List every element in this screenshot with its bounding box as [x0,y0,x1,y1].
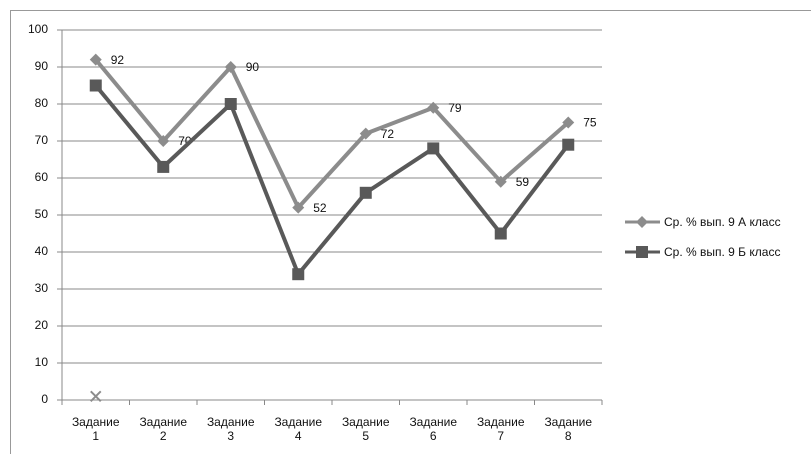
x-tick-label: Задание 3 [206,415,255,443]
y-tick-label: 100 [28,22,48,36]
data-label: 72 [381,127,395,141]
x-tick-label: Задание 2 [139,415,188,443]
marker [494,175,507,188]
x-tick-label: Задание 1 [71,415,120,443]
data-label: 59 [516,175,530,189]
y-tick-label: 10 [35,355,49,369]
marker [157,160,170,173]
y-tick-label: 80 [35,96,49,110]
data-label: 79 [448,101,462,115]
x-tick-label: Задание 5 [341,415,390,443]
legend-label: Ср. % вып. 9 А класс [664,215,781,229]
marker [359,186,372,199]
y-tick-label: 90 [35,59,49,73]
marker [89,79,102,92]
marker [224,61,237,73]
y-tick-label: 20 [35,318,49,332]
series-line [94,58,570,210]
marker [427,142,440,155]
y-tick-label: 70 [35,133,49,147]
data-label: 52 [313,201,327,215]
marker [494,227,507,240]
y-tick-label: 30 [35,281,49,295]
data-label: 92 [111,53,125,67]
marker [562,138,575,151]
marker [89,53,102,66]
marker [292,201,305,214]
marker [636,216,648,228]
marker [636,246,648,258]
data-label: 90 [246,60,260,74]
y-tick-label: 60 [35,170,49,184]
marker [224,98,237,110]
marker [562,116,575,129]
data-label: 75 [583,116,597,130]
y-tick-label: 40 [35,244,49,258]
series-line [94,84,570,277]
y-tick-label: 0 [41,392,48,406]
x-tick-label: Задание 4 [274,415,323,443]
marker [157,135,170,147]
y-tick-label: 50 [35,207,49,221]
marker [359,127,372,140]
x-tick-label: Задание 6 [409,415,458,443]
legend-label: Ср. % вып. 9 Б класс [664,245,780,259]
x-tick-label: Задание 7 [476,415,525,443]
marker [292,268,305,281]
chart-border [10,10,811,454]
marker [427,101,440,114]
x-tick-label: Задание 8 [544,415,593,443]
marker [90,390,102,403]
